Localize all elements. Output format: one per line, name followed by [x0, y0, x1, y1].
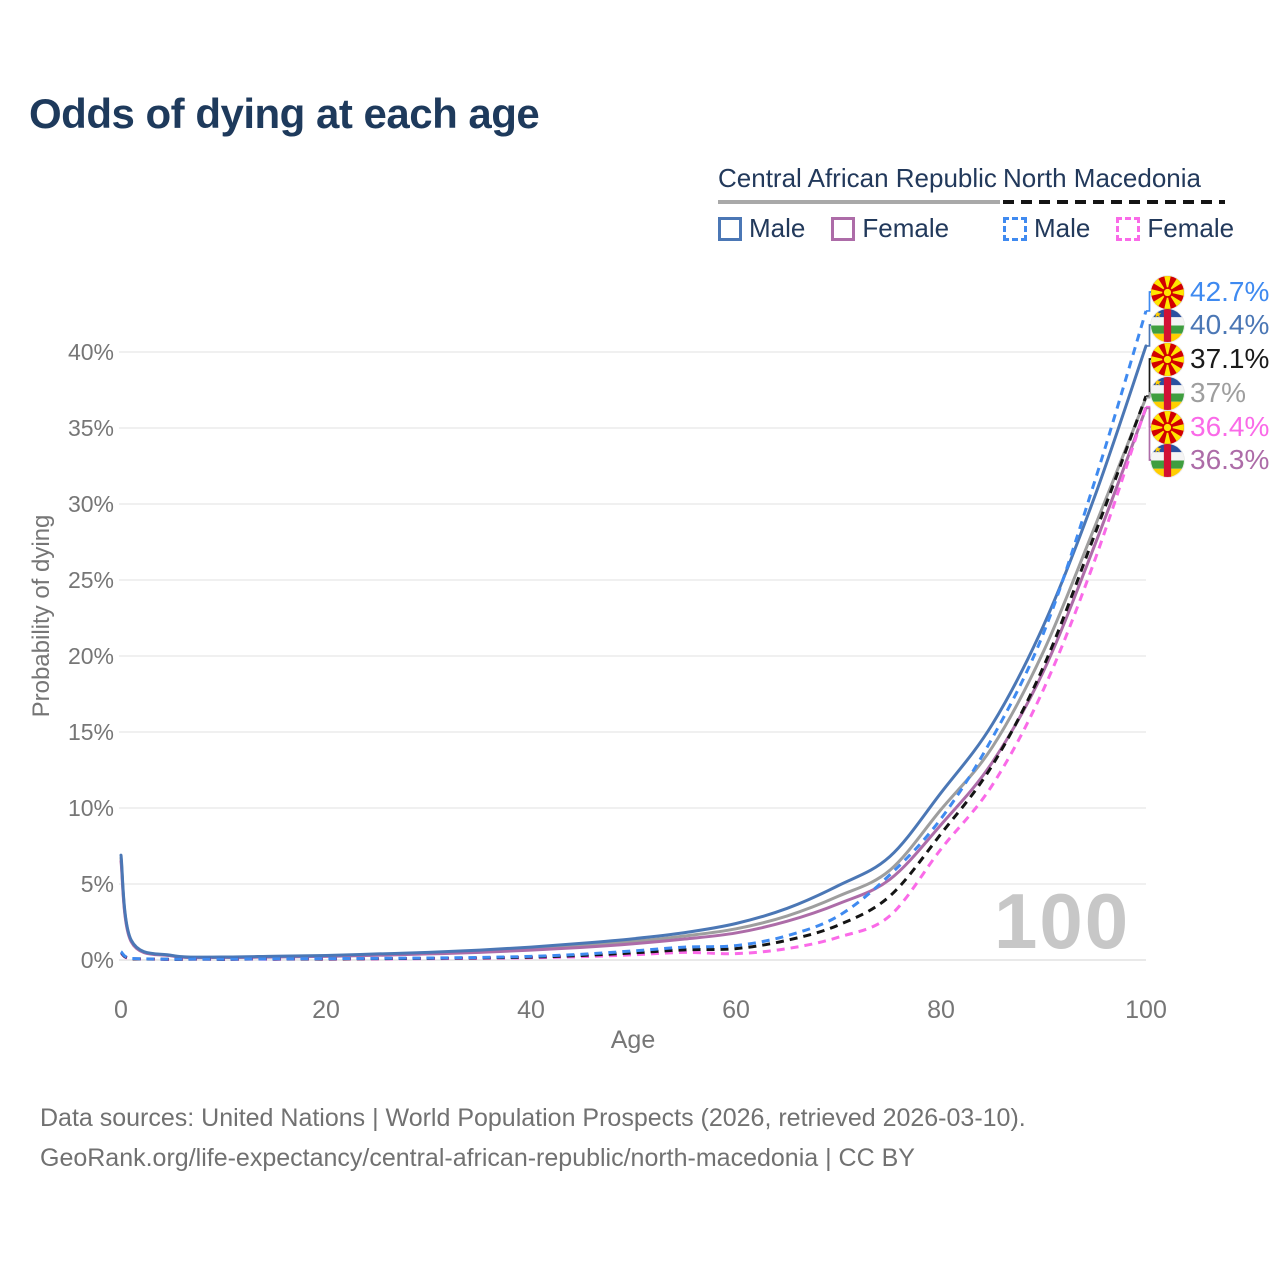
- end-label-car-both: 37%: [1151, 376, 1246, 410]
- end-label-nm-both: 37.1%: [1151, 342, 1269, 376]
- north-macedonia-flag: [1151, 342, 1184, 376]
- central-african-republic-flag: [1151, 376, 1184, 410]
- x-axis-label: Age: [610, 1026, 656, 1054]
- central-african-republic-flag: [1151, 308, 1184, 342]
- series-line-car-female[interactable]: [119, 406, 1148, 960]
- end-value-nm-female: 36.4%: [1190, 411, 1270, 442]
- flag-central-african-republic-icon: [1151, 376, 1184, 410]
- x-tick-80: 80: [927, 996, 955, 1024]
- x-tick-20: 20: [312, 996, 340, 1024]
- legend-swatch-nm-female-icon[interactable]: [1116, 216, 1141, 241]
- y-tick-10%: 10%: [68, 795, 114, 821]
- legend-line-sample-car-icon: [718, 200, 1000, 204]
- y-tick-40%: 40%: [68, 339, 114, 365]
- series-line-car-both[interactable]: [119, 396, 1148, 959]
- end-label-nm-male: 42.7%: [1151, 275, 1269, 309]
- legend-line-sample-nm-icon: [1003, 200, 1225, 204]
- y-tick-30%: 30%: [68, 491, 114, 517]
- end-label-car-female: 36.3%: [1151, 443, 1269, 477]
- legend-swatch-nm-male-icon[interactable]: [1003, 216, 1027, 241]
- flag-central-african-republic-icon: [1151, 308, 1184, 342]
- footer-data-sources: Data sources: United Nations | World Pop…: [40, 1104, 1026, 1132]
- y-tick-0%: 0%: [81, 947, 114, 973]
- legend-label-car-male[interactable]: Male: [749, 213, 806, 243]
- end-value-car-female: 36.3%: [1190, 444, 1270, 475]
- end-value-nm-male: 42.7%: [1190, 276, 1270, 307]
- series-line-car-male[interactable]: [119, 344, 1148, 959]
- watermark-age-100: 100: [994, 877, 1131, 965]
- footer-attribution: GeoRank.org/life-expectancy/central-afri…: [40, 1144, 915, 1172]
- flag-north-macedonia-icon: [1151, 410, 1184, 444]
- y-tick-15%: 15%: [68, 719, 114, 745]
- page-title: Odds of dying at each age: [29, 90, 540, 137]
- north-macedonia-flag: [1151, 410, 1184, 444]
- legend-header-central-african-republic: Central African Republic: [718, 163, 997, 193]
- legend-group-central-african-republic: Central African Republic Male Female: [718, 163, 1000, 244]
- y-tick-20%: 20%: [68, 643, 114, 669]
- flag-north-macedonia-icon: [1151, 275, 1184, 309]
- series-line-nm-male[interactable]: [119, 310, 1148, 961]
- end-label-nm-female: 36.4%: [1151, 410, 1269, 444]
- legend-label-car-female[interactable]: Female: [862, 213, 950, 243]
- series-line-nm-female[interactable]: [120, 406, 1148, 962]
- legend-swatch-car-female-icon[interactable]: [831, 216, 856, 241]
- x-tick-0: 0: [114, 996, 128, 1024]
- legend-swatch-car-male-icon[interactable]: [718, 216, 742, 241]
- end-value-car-male: 40.4%: [1190, 309, 1270, 340]
- x-tick-40: 40: [517, 996, 545, 1024]
- y-tick-5%: 5%: [81, 871, 114, 897]
- north-macedonia-flag: [1151, 275, 1184, 309]
- flag-central-african-republic-icon: [1151, 443, 1184, 477]
- y-tick-25%: 25%: [68, 567, 114, 593]
- y-tick-35%: 35%: [68, 415, 114, 441]
- legend-label-nm-female[interactable]: Female: [1147, 213, 1235, 243]
- series-line-nm-both[interactable]: [119, 395, 1148, 961]
- end-label-car-male: 40.4%: [1151, 308, 1269, 342]
- legend-label-nm-male[interactable]: Male: [1034, 213, 1091, 243]
- legend-header-north-macedonia: North Macedonia: [1003, 163, 1201, 193]
- end-value-nm-both: 37.1%: [1190, 343, 1270, 374]
- legend-group-north-macedonia: North Macedonia Male Female: [1003, 163, 1234, 244]
- central-african-republic-flag: [1151, 443, 1184, 477]
- x-tick-100: 100: [1125, 996, 1167, 1024]
- end-value-car-both: 37%: [1190, 377, 1247, 408]
- flag-north-macedonia-icon: [1151, 342, 1184, 376]
- x-tick-60: 60: [722, 996, 750, 1024]
